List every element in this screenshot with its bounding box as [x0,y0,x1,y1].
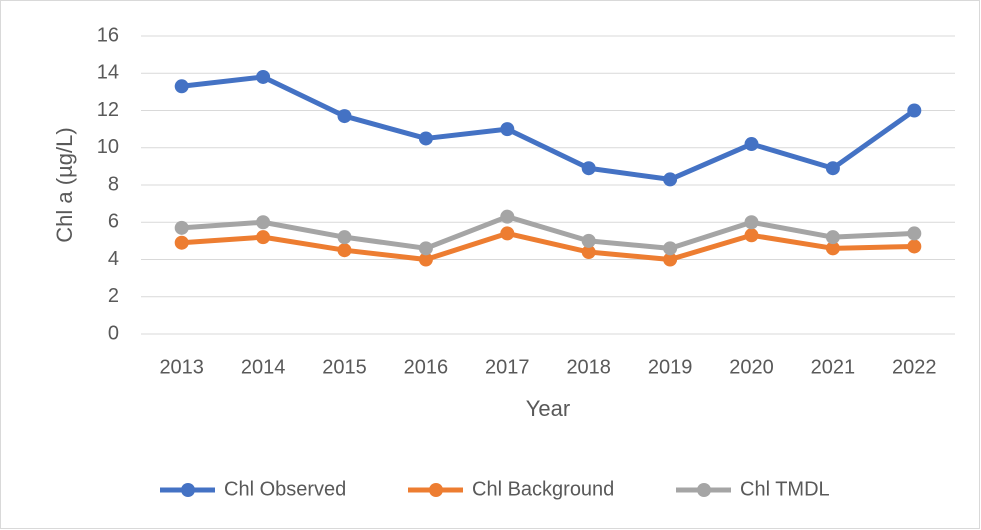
data-point [418,241,433,256]
data-point [256,230,271,245]
data-point [744,137,759,152]
data-point [256,69,271,84]
y-tick-label: 8 [108,173,119,195]
data-point [825,241,840,256]
data-point [256,215,271,230]
x-tick-label: 2020 [729,356,774,378]
y-tick-label: 10 [97,136,119,158]
data-point [907,239,922,254]
data-point [500,122,515,137]
legend-label: Chl Observed [224,478,346,500]
data-point [174,235,189,250]
x-tick-label: 2014 [241,356,286,378]
y-tick-label: 4 [108,248,119,270]
data-point [744,215,759,230]
data-point [174,220,189,235]
series-line [181,74,916,182]
x-tick-label: 2022 [892,356,937,378]
data-point [581,245,596,260]
y-axis-title: Chl a (µg/L) [52,127,77,242]
data-point [825,161,840,176]
data-point [174,79,189,94]
data-point [418,131,433,146]
data-point [907,226,922,241]
data-point [337,230,352,245]
series-line [181,214,915,251]
series-line [181,230,915,262]
y-tick-label: 2 [108,285,119,307]
data-point [907,103,922,118]
data-point [418,252,433,267]
x-tick-label: 2017 [485,356,530,378]
legend-marker [181,483,195,497]
data-point [337,109,352,124]
x-tick-label: 2019 [648,356,693,378]
x-axis-title: Year [526,396,570,421]
data-point [581,161,596,176]
y-tick-label: 12 [97,99,119,121]
data-point [500,226,515,241]
legend-marker [429,483,443,497]
legend-label: Chl Background [472,478,614,500]
x-tick-label: 2018 [566,356,611,378]
data-point [500,209,515,224]
y-tick-label: 14 [97,62,119,84]
legend-label: Chl TMDL [740,478,830,500]
data-point [663,241,678,256]
x-tick-label: 2013 [159,356,204,378]
data-point [337,243,352,258]
data-point [744,228,759,243]
data-point [581,233,596,248]
y-tick-label: 16 [97,24,119,46]
data-point [825,230,840,245]
y-tick-label: 0 [108,322,119,344]
data-point [663,172,678,187]
data-point [663,252,678,267]
x-tick-label: 2016 [404,356,449,378]
x-tick-label: 2021 [811,356,856,378]
legend-marker [697,483,711,497]
x-tick-label: 2015 [322,356,367,378]
y-tick-label: 6 [108,211,119,233]
